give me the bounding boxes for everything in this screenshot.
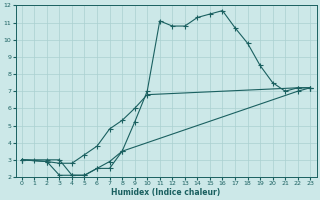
X-axis label: Humidex (Indice chaleur): Humidex (Indice chaleur) xyxy=(111,188,221,197)
